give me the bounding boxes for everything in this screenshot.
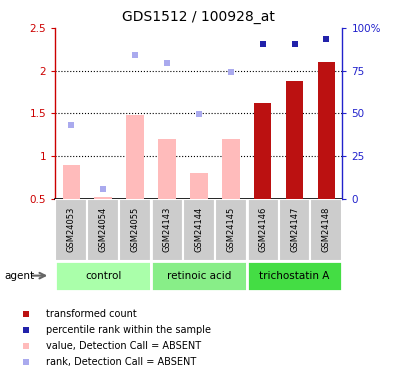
Bar [126,115,144,199]
Text: transformed count: transformed count [46,309,137,319]
Bar [278,199,310,261]
Bar [55,199,87,261]
Bar [151,261,246,291]
Text: GSM24147: GSM24147 [289,207,298,252]
Text: GSM24055: GSM24055 [130,207,139,252]
Bar [158,139,175,199]
Bar [285,81,303,199]
Text: GSM24146: GSM24146 [258,207,267,252]
Bar [214,199,246,261]
Bar [119,199,151,261]
Text: GSM24053: GSM24053 [67,207,76,252]
Text: percentile rank within the sample: percentile rank within the sample [46,325,211,335]
Bar [87,199,119,261]
Text: agent: agent [4,271,34,280]
Bar [62,165,80,199]
Text: GSM24144: GSM24144 [194,207,203,252]
Bar [94,197,112,199]
Bar [182,199,214,261]
Text: GSM24143: GSM24143 [162,207,171,252]
Text: retinoic acid: retinoic acid [166,271,231,280]
Text: control: control [85,271,121,280]
Text: trichostatin A: trichostatin A [259,271,329,280]
Bar [317,62,335,199]
Bar [55,261,151,291]
Bar [310,199,342,261]
Bar [221,139,239,199]
Text: value, Detection Call = ABSENT: value, Detection Call = ABSENT [46,341,201,351]
Bar [253,103,271,199]
Text: GSM24054: GSM24054 [99,207,108,252]
Text: GSM24148: GSM24148 [321,207,330,252]
Bar [190,173,207,199]
Text: rank, Detection Call = ABSENT: rank, Detection Call = ABSENT [46,357,196,367]
Bar [151,199,182,261]
Bar [246,261,342,291]
Text: GSM24145: GSM24145 [226,207,235,252]
Title: GDS1512 / 100928_at: GDS1512 / 100928_at [122,10,274,24]
Bar [246,199,278,261]
